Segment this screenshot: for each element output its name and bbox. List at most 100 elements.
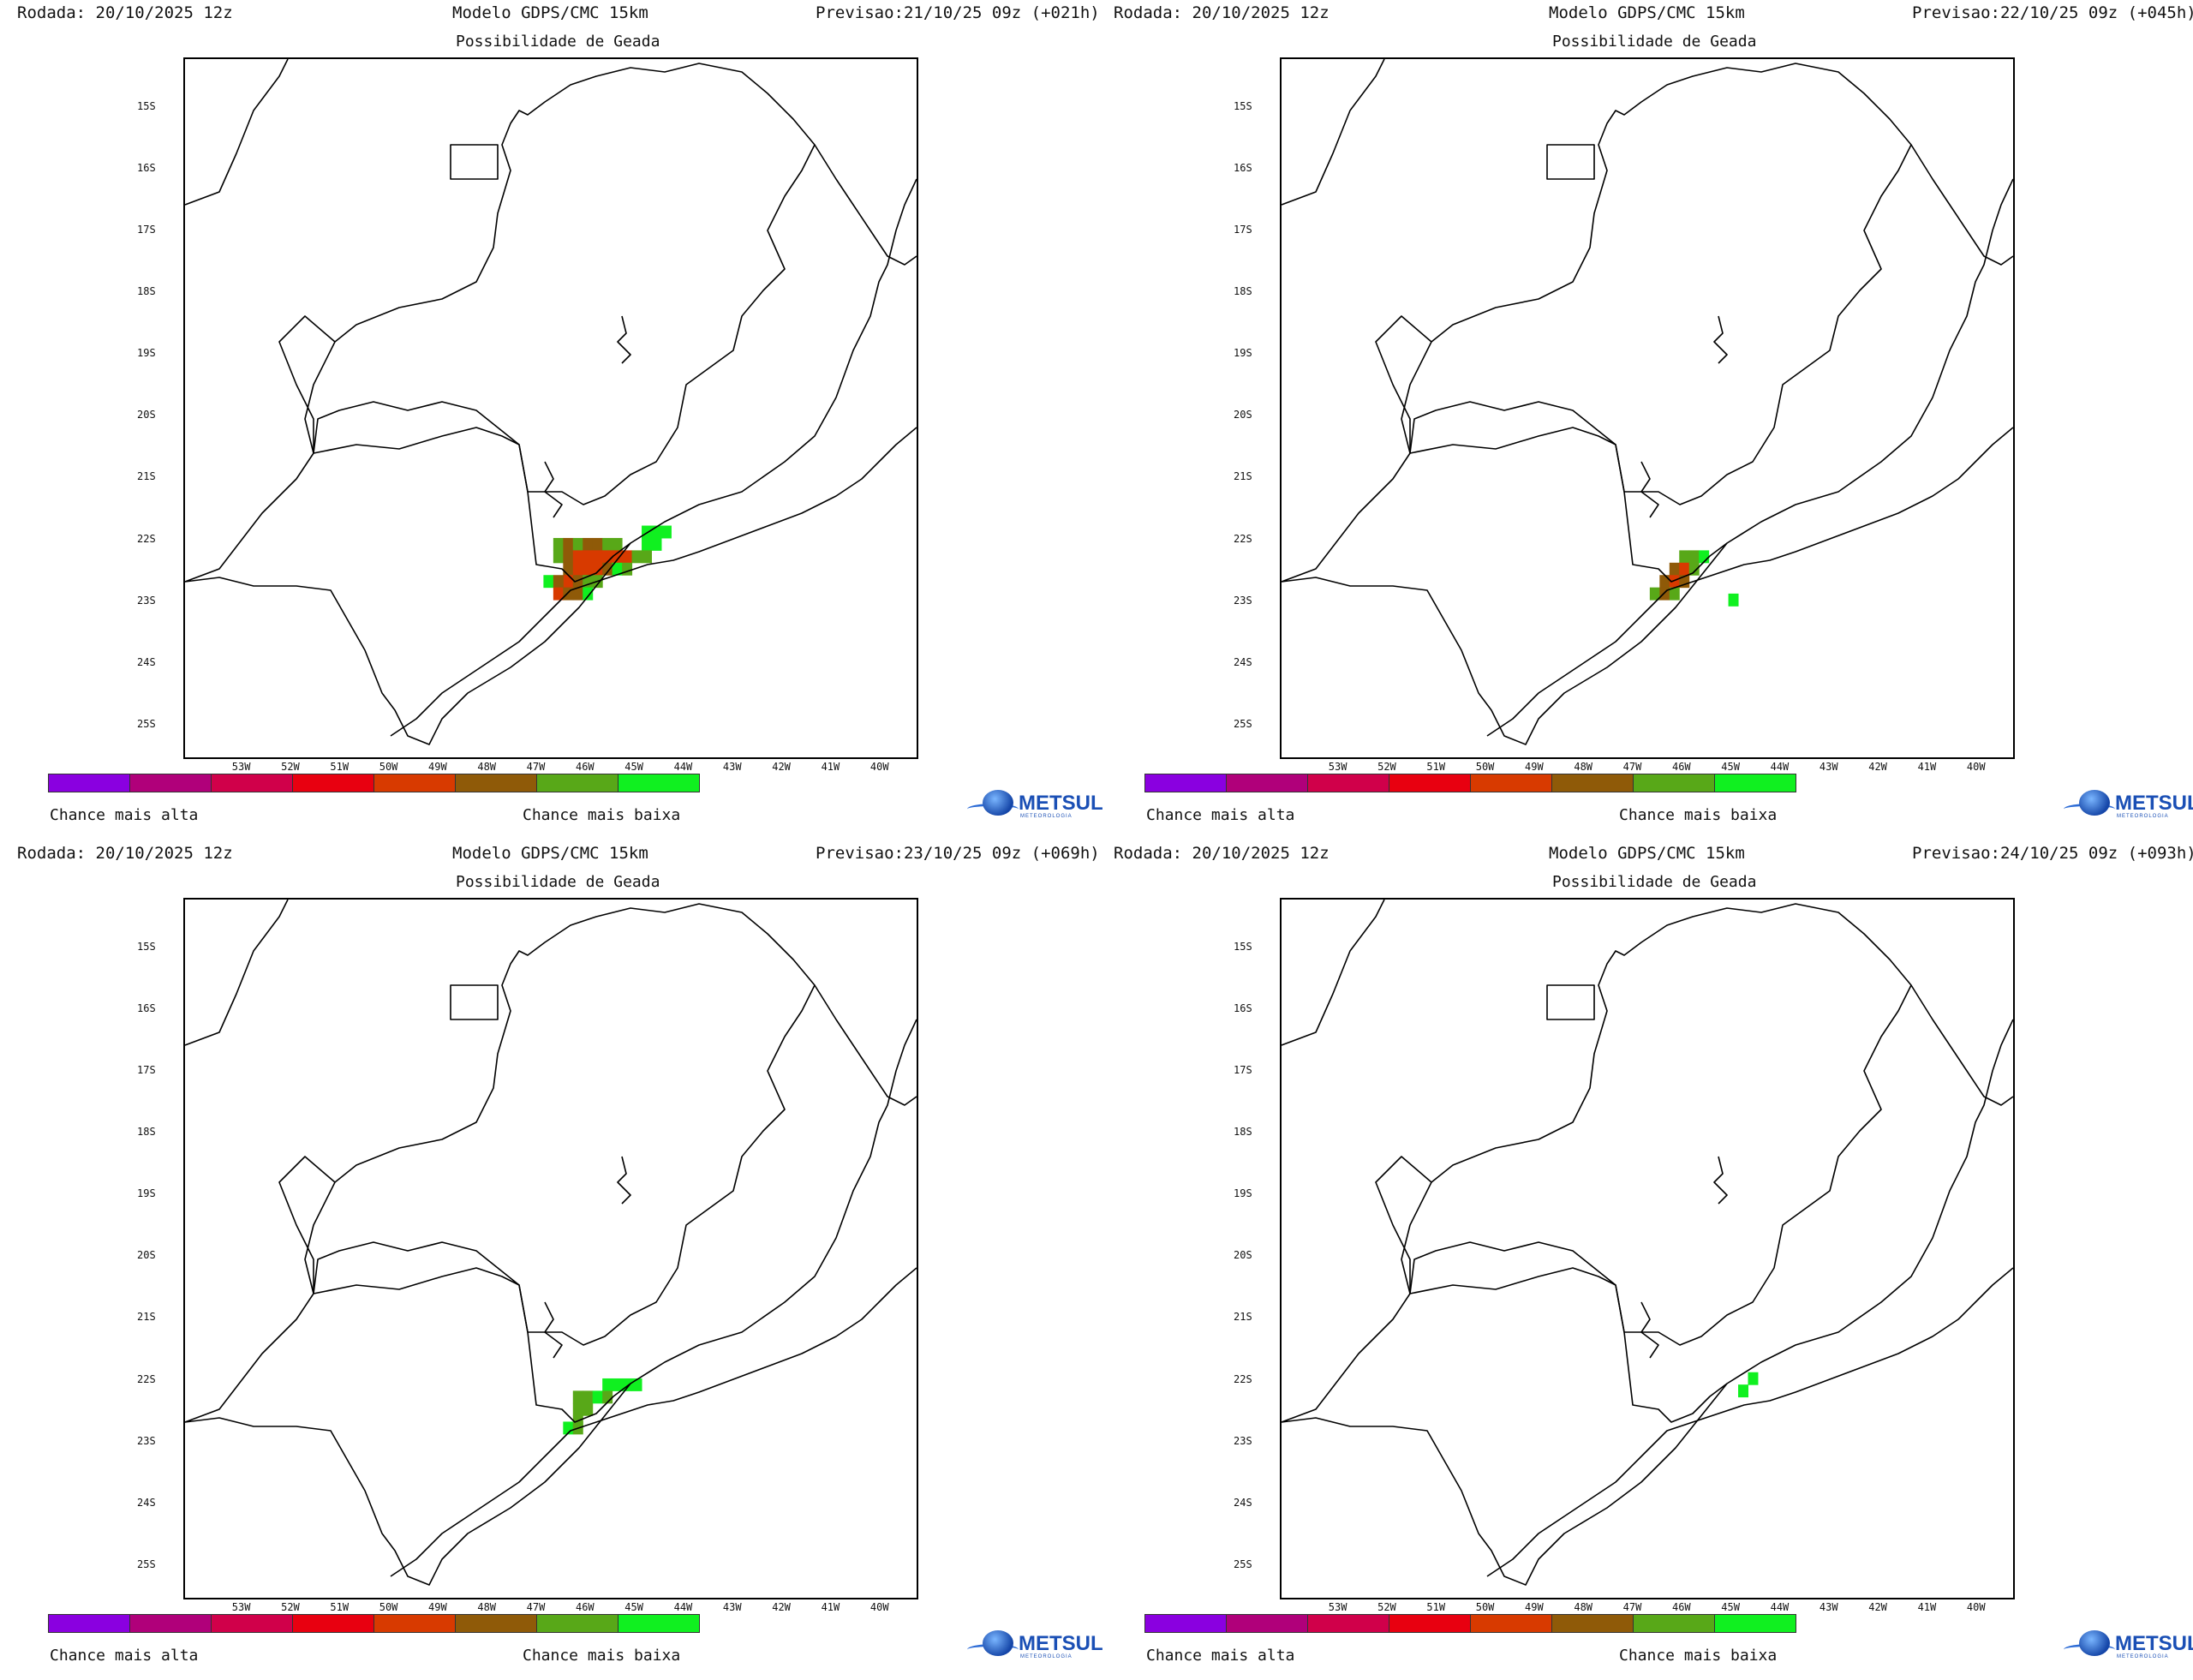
colorbar-label-low: Chance mais baixa xyxy=(523,806,681,824)
df-border xyxy=(1546,144,1595,180)
run-label: Rodada: 20/10/2025 12z xyxy=(1114,3,1330,22)
mg-border xyxy=(1401,903,1912,1346)
lon-tick-label: 51W xyxy=(330,761,350,773)
lon-tick-label: 51W xyxy=(1426,1601,1446,1613)
lat-tick-label: 15S xyxy=(1234,940,1252,953)
lat-tick-label: 16S xyxy=(137,161,156,174)
frost-cell xyxy=(583,550,594,564)
frost-cell xyxy=(572,1402,583,1416)
lat-tick-label: 24S xyxy=(1234,1496,1252,1509)
colorbar-swatch xyxy=(1634,1615,1715,1632)
lat-tick-label: 22S xyxy=(1234,532,1252,545)
lat-tick-label: 25S xyxy=(137,1557,156,1570)
lat-tick-label: 25S xyxy=(137,717,156,730)
lon-tick-label: 41W xyxy=(821,761,840,773)
colorbar-swatch xyxy=(212,1615,293,1632)
lat-tick-label: 20S xyxy=(137,1249,156,1262)
frost-cell xyxy=(1669,562,1680,576)
logo-brand: METSUL xyxy=(1019,1632,1103,1655)
lon-tick-label: 48W xyxy=(1574,761,1593,773)
df-border xyxy=(450,984,499,1020)
lat-tick-label: 19S xyxy=(137,347,156,360)
lon-tick-label: 47W xyxy=(526,761,546,773)
map-subtitle: Possibilidade de Geada xyxy=(456,873,660,891)
colorbar-swatch xyxy=(456,1615,537,1632)
frost-cell xyxy=(612,562,623,576)
frost-cell xyxy=(572,1390,583,1404)
frost-cell xyxy=(622,1378,633,1391)
lon-tick-label: 42W xyxy=(1868,761,1887,773)
state-borders xyxy=(1282,59,2013,745)
frost-cell xyxy=(563,562,574,576)
lon-tick-label: 41W xyxy=(1917,761,1937,773)
model-label: Modelo GDPS/CMC 15km xyxy=(452,844,648,863)
logo-brand: METSUL xyxy=(2115,1632,2193,1655)
lat-tick-label: 23S xyxy=(137,1434,156,1447)
frost-cell xyxy=(631,1378,642,1391)
frost-cells xyxy=(1738,1372,1759,1398)
lon-tick-label: 44W xyxy=(1770,761,1790,773)
lon-tick-label: 52W xyxy=(1377,761,1396,773)
colorbar-swatch xyxy=(212,774,293,792)
lon-tick-label: 46W xyxy=(575,761,595,773)
colorbar xyxy=(48,774,700,792)
colorbar-swatch xyxy=(537,774,618,792)
globe-icon xyxy=(983,790,1013,816)
forecast-panel-2: Rodada: 20/10/2025 12z Modelo GDPS/CMC 1… xyxy=(1096,0,2193,840)
lon-tick-label: 47W xyxy=(1622,761,1642,773)
forecast-time-label: Previsao:21/10/25 09z (+021h) xyxy=(816,3,1100,22)
frost-cell xyxy=(592,537,603,551)
colorbar-swatch xyxy=(618,774,699,792)
frost-cell xyxy=(1669,587,1680,601)
metsul-logo: METSUL METEOROLOGIA xyxy=(964,788,1103,822)
frost-map xyxy=(1280,898,2015,1599)
frost-cell xyxy=(583,587,594,601)
frost-cell xyxy=(1649,587,1660,601)
globe-icon xyxy=(2079,1630,2110,1656)
logo-tagline: METEOROLOGIA xyxy=(2117,1654,2169,1659)
lon-tick-label: 41W xyxy=(821,1601,840,1613)
lat-tick-label: 24S xyxy=(137,1496,156,1509)
lat-tick-label: 20S xyxy=(1234,1249,1252,1262)
frost-cell xyxy=(602,562,613,576)
lon-tick-label: 48W xyxy=(477,1601,497,1613)
globe-icon xyxy=(2079,790,2110,816)
lat-tick-label: 21S xyxy=(1234,470,1252,483)
lon-tick-label: 45W xyxy=(624,761,643,773)
frost-cell xyxy=(592,562,603,576)
frost-cell xyxy=(563,537,574,551)
frost-cell xyxy=(622,550,633,564)
lon-tick-label: 50W xyxy=(1475,761,1495,773)
lon-tick-label: 47W xyxy=(1622,1601,1642,1613)
lon-tick-label: 45W xyxy=(1721,1601,1740,1613)
lat-tick-label: 16S xyxy=(1234,1001,1252,1014)
lon-tick-label: 45W xyxy=(1721,761,1740,773)
colorbar-label-high: Chance mais alta xyxy=(1146,806,1295,824)
lat-tick-label: 21S xyxy=(1234,1311,1252,1324)
es-border xyxy=(814,144,917,266)
frost-cell xyxy=(563,587,574,601)
lon-tick-label: 53W xyxy=(1328,761,1347,773)
frost-cell xyxy=(602,550,613,564)
lon-tick-label: 48W xyxy=(1574,1601,1593,1613)
frost-cell xyxy=(1679,562,1690,576)
colorbar-swatch xyxy=(1471,1615,1552,1632)
lon-tick-label: 42W xyxy=(772,1601,791,1613)
lon-tick-label: 44W xyxy=(1770,1601,1790,1613)
es-border xyxy=(814,984,917,1106)
lon-tick-label: 53W xyxy=(1328,1601,1347,1613)
mg-border xyxy=(304,63,816,505)
lon-tick-label: 49W xyxy=(1525,1601,1544,1613)
metsul-logo: METSUL METEOROLOGIA xyxy=(964,1629,1103,1663)
rj-border xyxy=(1726,1019,2013,1384)
sp-border xyxy=(185,427,631,745)
lon-tick-label: 51W xyxy=(1426,761,1446,773)
forecast-panel-4: Rodada: 20/10/2025 12z Modelo GDPS/CMC 1… xyxy=(1096,840,2193,1680)
lat-tick-label: 24S xyxy=(137,655,156,668)
lat-tick-label: 23S xyxy=(1234,594,1252,607)
frost-cells xyxy=(1649,550,1739,607)
map-subtitle: Possibilidade de Geada xyxy=(456,33,660,51)
map-canvas xyxy=(1282,59,2013,745)
lon-tick-label: 42W xyxy=(772,761,791,773)
colorbar-swatch xyxy=(1552,774,1634,792)
